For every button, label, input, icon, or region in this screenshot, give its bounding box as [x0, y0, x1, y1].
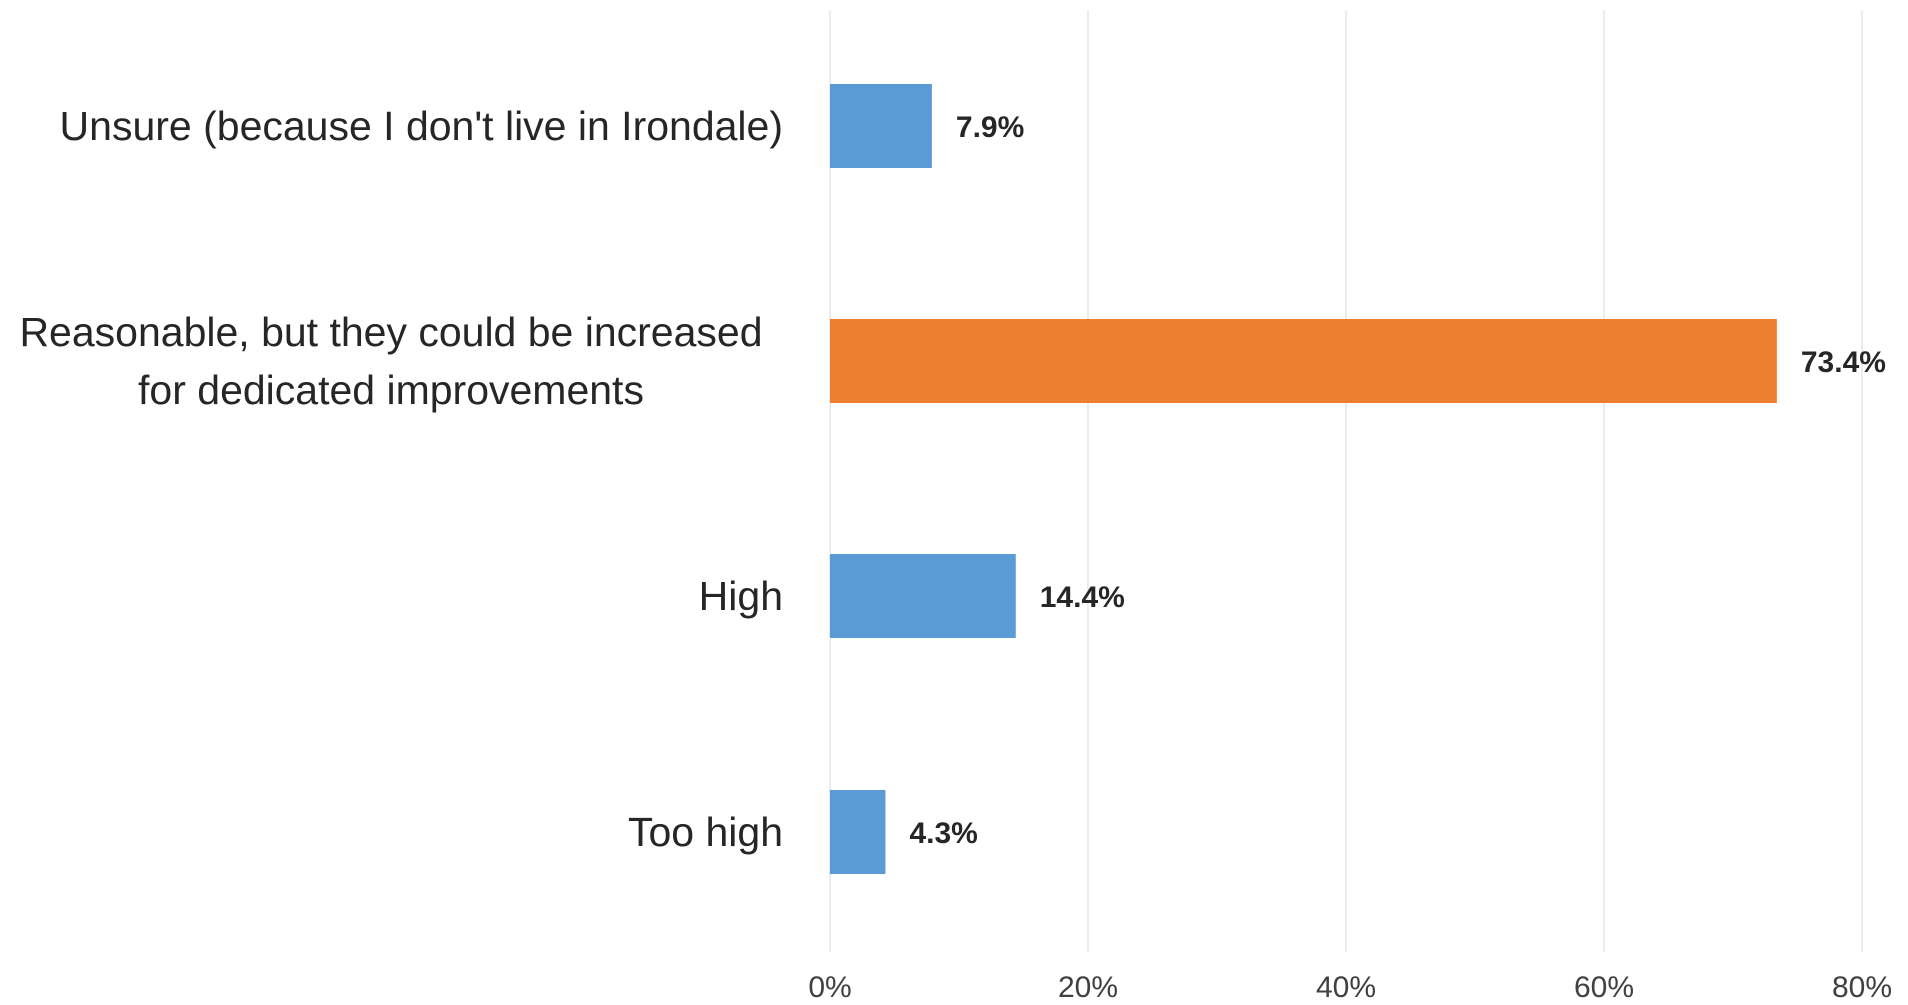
data-labels: 7.9% 73.4% 14.4% 4.3%	[909, 111, 1885, 850]
x-axis-tick-labels: 0% 20% 40% 60% 80%	[808, 971, 1892, 1004]
data-label-3: 4.3%	[909, 817, 977, 850]
bar-1	[830, 319, 1777, 403]
x-tick-label-0: 0%	[808, 971, 851, 1004]
x-tick-label-4: 80%	[1832, 971, 1892, 1004]
data-label-2: 14.4%	[1040, 581, 1125, 614]
data-label-1: 73.4%	[1801, 346, 1886, 379]
x-tick-label-2: 40%	[1316, 971, 1376, 1004]
gridlines	[829, 10, 1863, 952]
category-label-1: Reasonable, but they could be increased f…	[19, 309, 762, 413]
category-label-2: High	[699, 573, 783, 619]
category-label-3-line-0: Too high	[628, 809, 783, 855]
category-label-3: Too high	[628, 809, 783, 855]
x-tick-label-1: 20%	[1058, 971, 1118, 1004]
bar-2	[830, 554, 1016, 638]
category-label-0-line-0: Unsure (because I don't live in Irondale…	[60, 103, 783, 149]
category-label-1-line-0: Reasonable, but they could be increased	[19, 309, 762, 355]
bar-3	[830, 790, 886, 874]
category-label-0: Unsure (because I don't live in Irondale…	[60, 103, 783, 149]
bars	[830, 84, 1777, 874]
bar-0	[830, 84, 932, 168]
category-label-1-line-1: for dedicated improvements	[138, 367, 644, 413]
category-labels: Unsure (because I don't live in Irondale…	[19, 103, 783, 855]
category-label-2-line-0: High	[699, 573, 783, 619]
x-tick-label-3: 60%	[1574, 971, 1634, 1004]
data-label-0: 7.9%	[956, 111, 1024, 144]
